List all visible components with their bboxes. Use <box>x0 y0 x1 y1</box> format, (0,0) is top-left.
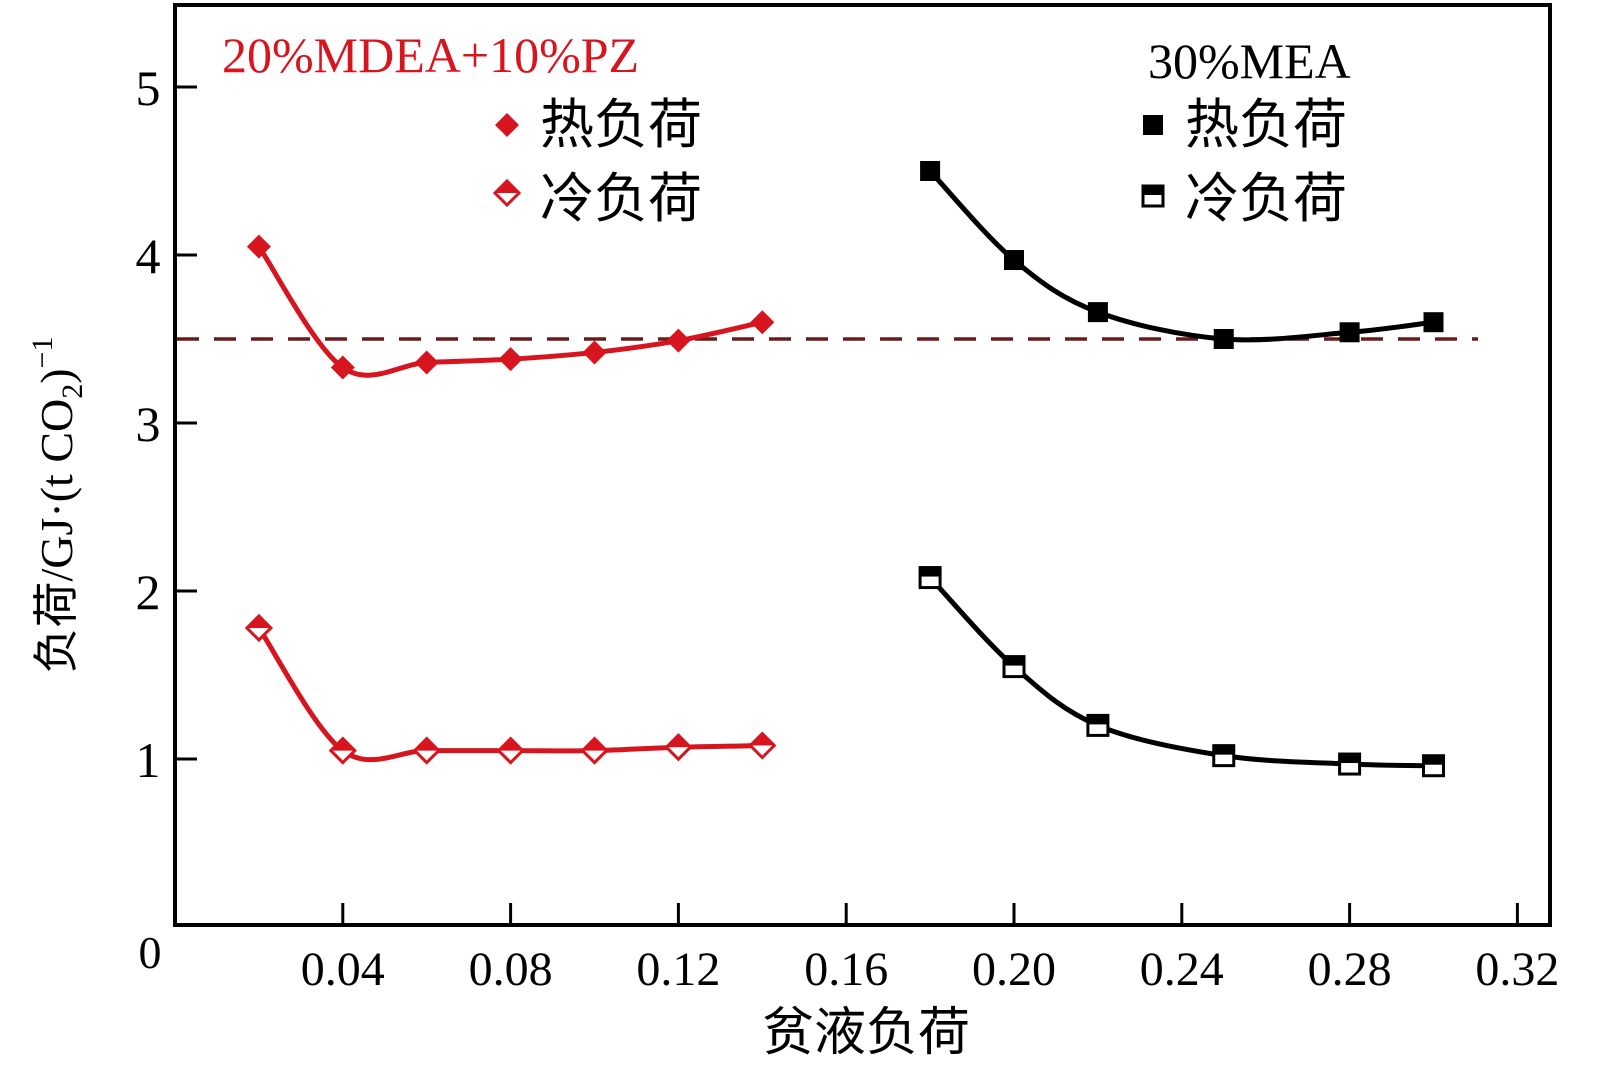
data-point-group0-series1 <box>328 736 357 765</box>
data-point-group1-series0 <box>1087 302 1108 323</box>
data-point-group1-series1-top-fill <box>1339 754 1360 764</box>
data-point-group0-series1 <box>664 733 693 762</box>
x-tick-label: 0.08 <box>469 943 553 996</box>
legend-mea-heat-label: 热负荷 <box>1185 95 1347 155</box>
x-tick-label: 0.16 <box>804 943 888 996</box>
data-point-group0-series1-top-fill <box>330 738 355 751</box>
curves-layer <box>256 169 1434 769</box>
legend-marker-square-half-top-fill <box>1143 186 1163 195</box>
data-point-group0-series1 <box>580 736 609 765</box>
data-point-group1-series1 <box>1422 754 1445 778</box>
data-point-group1-series1-top-fill <box>920 567 941 577</box>
y-tick-label: 3 <box>136 396 161 452</box>
data-point-group1-series1-top-fill <box>1423 755 1444 765</box>
data-point-group1-series1-top-fill <box>1213 745 1234 755</box>
data-point-group1-series1-top-fill <box>1087 715 1108 725</box>
legend-mdea-heat-marker <box>495 113 519 137</box>
legend-marker-square-filled <box>1143 115 1163 135</box>
y-axis-label-subscript: 2 <box>56 384 89 399</box>
legend-marker-square-half <box>1141 184 1165 208</box>
y-axis-label-superscript: −1 <box>26 337 59 369</box>
x-tick-label: 0.12 <box>636 943 720 996</box>
data-point-group0-series1-top-fill <box>246 615 271 628</box>
legend-mdea: 20%MDEA+10%PZ 热负荷 冷负荷 <box>222 27 702 229</box>
data-point-group1-series0 <box>1213 329 1234 349</box>
legend-mdea-title: 20%MDEA+10%PZ <box>222 27 639 83</box>
x-axis-label: 贫液负荷 <box>762 1005 970 1062</box>
legend-marker-diamond-half-top-fill <box>495 181 519 193</box>
data-point-group0-series0 <box>750 310 775 335</box>
data-point-group1-series1 <box>1338 752 1362 776</box>
x-tick-label: 0.24 <box>1140 943 1224 996</box>
data-point-group1-series0 <box>1339 322 1360 343</box>
y-axis-label-main: 负荷/GJ·(t CO <box>31 399 82 674</box>
data-point-group0-series0 <box>330 355 355 380</box>
data-point-group1-series1 <box>1002 655 1026 679</box>
data-point-group1-series1 <box>1212 744 1236 768</box>
x-tick-label: 0.28 <box>1308 943 1392 996</box>
data-point-group0-series1-top-fill <box>582 738 607 751</box>
data-point-group1-series1 <box>918 566 942 590</box>
data-point-group0-series1 <box>244 613 274 643</box>
legend-mea-heat-marker <box>1143 115 1163 135</box>
data-point-group0-series1-top-fill <box>750 733 775 746</box>
data-point-group0-series1 <box>496 736 525 765</box>
data-point-group1-series1-top-fill <box>1004 656 1024 666</box>
y-tick-label: 2 <box>136 564 161 620</box>
data-point-group0-series0 <box>414 350 439 375</box>
y-tick-label: 5 <box>136 60 161 116</box>
plot-border <box>173 3 1552 927</box>
data-point-group0-series0 <box>498 347 523 372</box>
data-point-group0-series1-top-fill <box>498 738 523 751</box>
y-tick-label: 4 <box>136 228 161 284</box>
data-point-group0-series0 <box>666 328 691 353</box>
x-tick-label: 0.20 <box>972 943 1056 996</box>
data-point-group1-series0 <box>1423 312 1444 333</box>
legend-mdea-cold-marker <box>492 178 522 208</box>
ticks-layer: 0.04 0.08 0.12 0.16 0.20 0.24 0.28 0.32 1 2 3 4 5 <box>136 60 1560 996</box>
x-tick-label: 0.32 <box>1475 943 1559 996</box>
data-point-group1-series0 <box>1004 250 1024 271</box>
legend-mea: 30%MEA 热负荷 冷负荷 <box>1141 33 1351 229</box>
markers-layer <box>244 161 1445 778</box>
y-axis-label: 负荷/GJ·(t CO2)−1 <box>26 337 89 674</box>
y-axis-label-suffix: ) <box>31 368 82 383</box>
legend-mdea-heat-label: 热负荷 <box>540 95 702 155</box>
plot-frame <box>173 3 1552 927</box>
data-point-group0-series1-top-fill <box>414 738 439 751</box>
data-point-group0-series0 <box>582 340 607 365</box>
legend-mdea-cold-label: 冷负荷 <box>540 169 702 229</box>
data-point-group0-series0 <box>246 234 271 259</box>
legend-mea-cold-marker <box>1141 184 1165 208</box>
data-point-group1-series0 <box>920 161 941 181</box>
x-tick-label: 0.04 <box>301 943 385 996</box>
legend-mea-cold-label: 冷负荷 <box>1185 169 1347 229</box>
data-point-group0-series1 <box>748 731 777 760</box>
y-tick-label: 1 <box>136 732 161 788</box>
origin-label: 0 <box>139 927 162 978</box>
data-point-group1-series1 <box>1086 713 1110 737</box>
data-point-group0-series1-top-fill <box>666 735 691 748</box>
legend-marker-diamond-half <box>492 178 522 208</box>
legend-mea-title: 30%MEA <box>1148 33 1351 89</box>
legend-marker-diamond-filled <box>495 113 519 137</box>
data-point-group0-series1 <box>412 736 441 765</box>
